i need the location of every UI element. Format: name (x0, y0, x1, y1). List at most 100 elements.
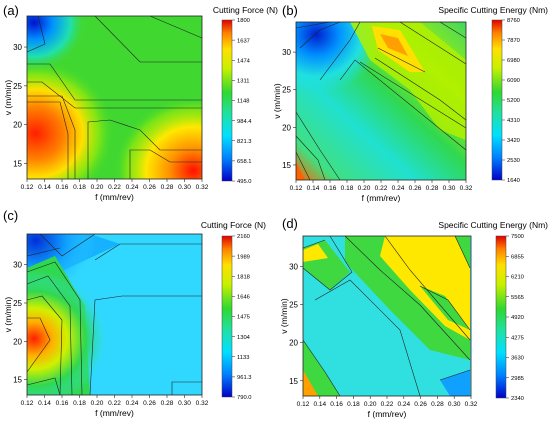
x-tick-label-a-3: 0.18 (73, 184, 86, 191)
colorbar-d: Specific Cutting Energy (Nm) 7500 6855 621… (438, 220, 548, 402)
colorbar-tick-label-a-0: 1800 (237, 18, 250, 24)
colorbar-tick-label-a-8: 495.0 (237, 179, 252, 185)
colorbar-tick-label-a-6: 821.3 (237, 139, 252, 145)
x-tick-label-d-3: 0.18 (347, 401, 360, 408)
y-tick-label-a-1: 20 (13, 121, 22, 130)
colorbar-tick-label-a-2: 1474 (237, 58, 251, 64)
x-tick-label-a-7: 0.26 (143, 184, 156, 191)
y-axis-label-a: v (m/min) (3, 80, 13, 116)
contour-lines-d (302, 235, 471, 397)
colorbar-tick-label-c-7: 961.3 (237, 375, 252, 381)
x-tick-label-c-1: 0.14 (38, 400, 51, 407)
x-tick-label-a-4: 0.20 (91, 184, 104, 191)
colorbar-tick-label-a-4: 1148 (237, 99, 249, 105)
y-tick-label-a-0: 15 (13, 159, 22, 168)
colorbar-b: Specific Cutting Energy (Nm) 8760 7870 698… (438, 5, 548, 184)
axes-b: 0.12 0.14 0.16 0.18 0.20 0.22 0.24 0.26 0.28 0.30… (272, 48, 473, 203)
plot-area-b (295, 21, 467, 181)
axes-d: 0.12 0.14 0.16 0.18 0.20 0.22 0.24 0.26 0.28 0.30… (279, 262, 478, 419)
colorbar-tick-label-b-3: 6090 (507, 78, 520, 84)
colorbar-tick-label-b-1: 7870 (507, 38, 520, 44)
colorbar-tick-label-a-5: 984.4 (237, 119, 252, 125)
panel-label-c: (c) (3, 208, 18, 223)
x-tick-label-a-9: 0.30 (178, 184, 191, 191)
colorbar-tick-label-c-4: 1475 (237, 315, 250, 321)
colorbar-ticks-c: 2160 1989 1818 1646 1475 1304 1133 961.3 790.0 (232, 234, 252, 401)
plot-area-d (302, 235, 472, 397)
y-tick-label-a-2: 25 (13, 82, 22, 91)
colorbar-a: Cutting Force (N) 1800 1637 1474 1311 1148 98… (213, 5, 278, 185)
x-tick-label-d-0: 0.12 (297, 401, 310, 408)
x-axis-label-b: f (mm/rev) (362, 193, 401, 203)
colorbar-tick-label-d-1: 6855 (511, 254, 524, 260)
x-tick-label-b-1: 0.14 (307, 185, 320, 192)
y-tick-label-b-1: 20 (282, 123, 291, 132)
colorbar-tick-label-b-0: 8760 (507, 18, 520, 24)
plot-area-c (26, 233, 203, 396)
y-axis-label-d: v (m/min) (279, 298, 289, 334)
x-tick-label-d-8: 0.28 (431, 401, 444, 408)
x-tick-label-c-10: 0.32 (196, 400, 209, 407)
contour-hot2-a (27, 16, 202, 179)
y-tick-label-b-3: 30 (282, 48, 291, 57)
y-tick-label-c-1: 20 (13, 337, 22, 346)
x-tick-label-b-7: 0.26 (409, 185, 422, 192)
panel-a: (a) 0.12 0.14 0.16 0.18 0.20 0.22 0.24 0.26 0.28… (3, 3, 278, 202)
x-tick-label-c-0: 0.12 (21, 400, 34, 407)
x-tick-label-b-4: 0.20 (358, 185, 371, 192)
colorbar-tick-label-c-5: 1304 (237, 335, 251, 341)
x-tick-label-b-0: 0.12 (290, 185, 303, 192)
contour-hot-c (27, 234, 202, 395)
x-tick-label-c-8: 0.28 (161, 400, 174, 407)
y-tick-label-b-2: 25 (282, 86, 291, 95)
axes-c: 0.12 0.14 0.16 0.18 0.20 0.22 0.24 0.26 0.28 0.30… (3, 261, 209, 418)
colorbar-ticks-b: 8760 7870 6980 6090 5200 4310 3420 2530 1640 (502, 18, 520, 184)
x-tick-label-b-6: 0.24 (392, 185, 405, 192)
x-tick-label-b-3: 0.18 (341, 185, 354, 192)
colorbar-gradient-a (221, 19, 233, 182)
contour-lines-b (295, 21, 467, 181)
contour-bottom-cold-d (440, 370, 470, 396)
axes-a: 0.12 0.14 0.16 0.18 0.20 0.22 0.24 0.26 0.28 0.30… (3, 43, 209, 202)
x-tick-label-d-2: 0.16 (330, 401, 343, 408)
panel-d: (d) 0.12 0.14 0.16 0.18 0 (279, 216, 548, 419)
y-tick-label-a-3: 30 (13, 43, 22, 52)
x-tick-label-c-7: 0.26 (143, 400, 156, 407)
y-axis-label-c: v (m/min) (3, 297, 13, 333)
y-tick-label-c-2: 25 (13, 299, 22, 308)
contour-lines-c (26, 233, 202, 396)
x-tick-label-d-6: 0.24 (397, 401, 410, 408)
x-tick-label-d-4: 0.20 (364, 401, 377, 408)
x-tick-label-c-3: 0.18 (73, 400, 86, 407)
x-tick-label-a-0: 0.12 (21, 184, 34, 191)
panel-c: (c) 0.12 0.14 0.16 0.18 0.20 0.22 0.24 0.26 0.28 (3, 208, 266, 418)
colorbar-tick-label-b-8: 1640 (507, 178, 520, 184)
y-tick-label-d-2: 25 (289, 301, 298, 310)
contour-green-core-d (420, 286, 470, 330)
colorbar-tick-label-d-6: 3630 (511, 356, 524, 362)
contour-peak2-b (380, 34, 408, 56)
colorbar-tick-label-d-4: 4920 (511, 315, 524, 321)
x-axis-label-c: f (mm/rev) (95, 408, 134, 418)
colorbar-tick-label-b-2: 6980 (507, 58, 520, 64)
y-tick-label-d-1: 20 (289, 339, 298, 348)
x-tick-label-c-4: 0.20 (91, 400, 104, 407)
x-tick-label-a-6: 0.24 (126, 184, 139, 191)
x-tick-label-a-1: 0.14 (38, 184, 51, 191)
x-tick-label-b-8: 0.28 (426, 185, 439, 192)
x-tick-label-a-8: 0.28 (161, 184, 174, 191)
colorbar-title-c: Cutting Force (N) (201, 220, 266, 230)
x-tick-label-d-7: 0.26 (414, 401, 427, 408)
colorbar-tick-label-d-0: 7500 (511, 234, 524, 240)
x-tick-label-a-2: 0.16 (56, 184, 69, 191)
x-tick-label-b-2: 0.16 (324, 185, 337, 192)
x-tick-label-c-6: 0.24 (126, 400, 139, 407)
x-tick-label-d-5: 0.22 (381, 401, 394, 408)
x-tick-label-b-10: 0.32 (460, 185, 473, 192)
colorbar-tick-label-d-7: 2985 (511, 376, 524, 382)
contour-hot-band-b (350, 22, 466, 140)
colorbar-gradient-d (495, 235, 507, 399)
x-tick-label-b-9: 0.30 (443, 185, 456, 192)
x-tick-label-c-5: 0.22 (108, 400, 121, 407)
